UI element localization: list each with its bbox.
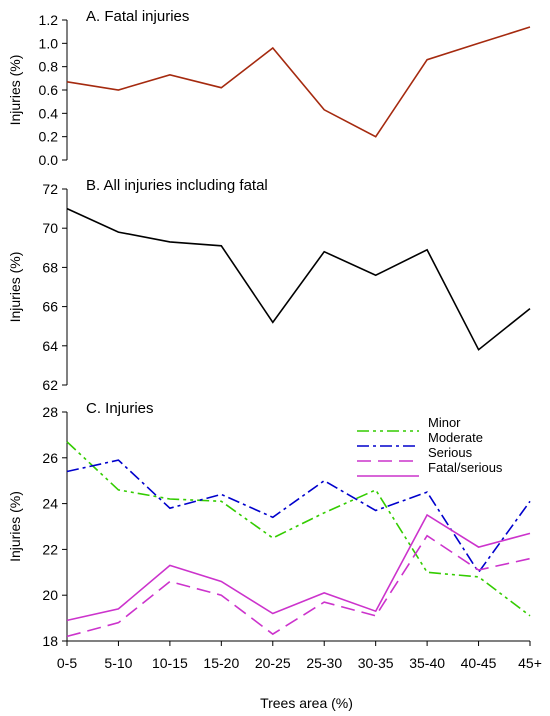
legend-label: Serious: [428, 445, 473, 460]
y-tick-label: 68: [42, 259, 58, 275]
y-tick-label: 64: [42, 338, 58, 354]
panel-title: B. All injuries including fatal: [86, 177, 268, 194]
y-axis-label: Injuries (%): [7, 491, 23, 562]
y-tick-label: 0.2: [39, 129, 59, 145]
x-tick-label: 10-15: [152, 655, 188, 671]
panel-title: A. Fatal injuries: [86, 8, 189, 25]
legend-label: Minor: [428, 415, 461, 430]
y-tick-label: 72: [42, 181, 58, 197]
x-tick-label: 40-45: [461, 655, 497, 671]
series-line-fatal-serious: [66, 513, 531, 622]
series-line-1-0: [66, 207, 531, 351]
x-tick-label: 5-10: [104, 655, 132, 671]
x-tick-label: 45+: [518, 655, 542, 671]
panel-b: 62 64 66 68 70 72 B. All injuries including fa…: [7, 177, 531, 393]
series-line-serious: [66, 534, 531, 638]
y-axis-label: Injuries (%): [7, 55, 23, 126]
y-tick-label: 0.6: [39, 82, 59, 98]
x-tick-label: 15-20: [203, 655, 239, 671]
y-tick-label: 0.4: [39, 105, 59, 121]
y-tick-label: 22: [42, 541, 58, 557]
x-tick-label: 0-5: [57, 655, 77, 671]
y-tick-label: 20: [42, 587, 58, 603]
y-tick-label: 1.0: [39, 35, 59, 51]
y-tick-label: 70: [42, 220, 58, 236]
y-tick-label: 18: [42, 633, 58, 649]
legend-label: Fatal/serious: [428, 460, 503, 475]
y-tick-label: 0.0: [39, 152, 59, 168]
series-line-0-0: [66, 26, 531, 138]
x-axis-label: Trees area (%): [260, 695, 353, 711]
panel-a: 0.0 0.2 0.4 0.6 0.8 1.0 1.2 A. Fatal injuries In…: [7, 8, 531, 168]
panel-c: 18 20 22 24 26 28 C. Injuries Injuries (%) Minor…: [7, 400, 542, 711]
y-tick-label: 24: [42, 496, 58, 512]
legend-label: Moderate: [428, 430, 483, 445]
series-line-minor: [66, 441, 531, 617]
y-axis-label: Injuries (%): [7, 252, 23, 323]
y-tick-label: 1.2: [39, 12, 59, 28]
panel-title: C. Injuries: [86, 400, 154, 417]
series-line-moderate: [66, 459, 531, 574]
y-tick-label: 0.8: [39, 59, 59, 75]
y-tick-label: 28: [42, 404, 58, 420]
y-tick-label: 62: [42, 377, 58, 393]
y-tick-label: 26: [42, 450, 58, 466]
x-tick-label: 20-25: [255, 655, 291, 671]
y-tick-label: 66: [42, 299, 58, 315]
x-tick-label: 25-30: [306, 655, 342, 671]
x-tick-label: 35-40: [409, 655, 445, 671]
x-tick-label: 30-35: [358, 655, 394, 671]
